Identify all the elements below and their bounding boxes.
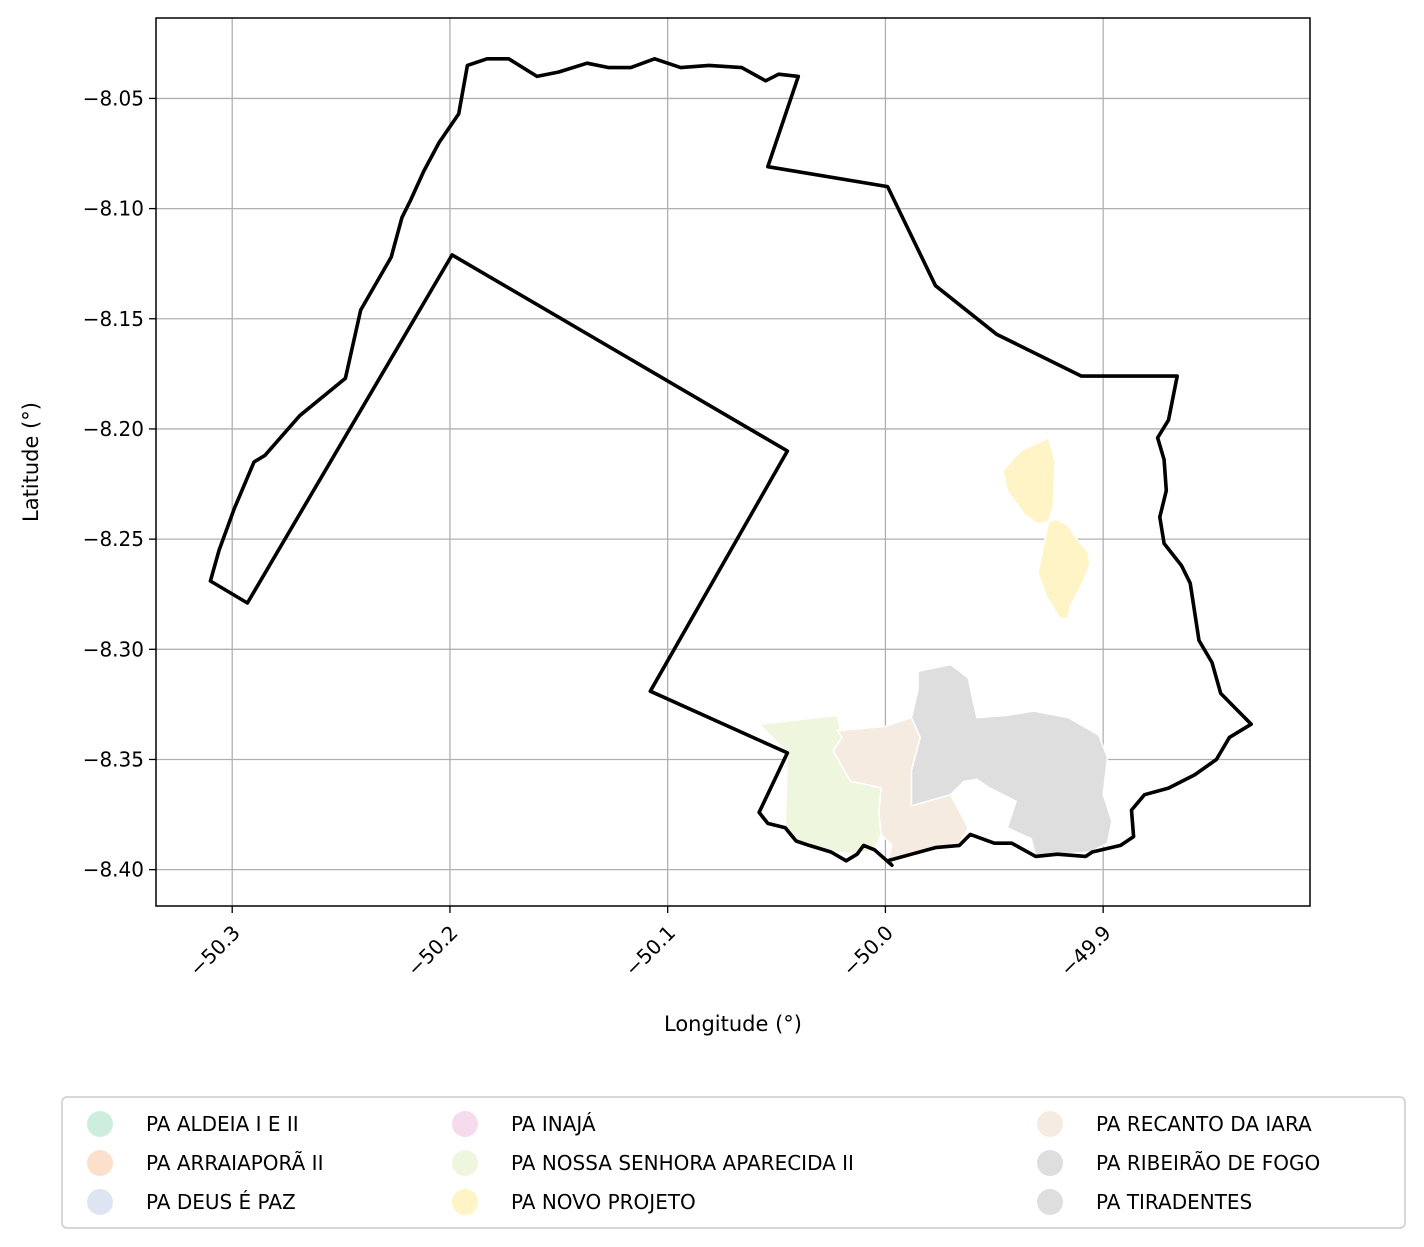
y-tick-label: −8.25 [83, 527, 144, 551]
plot-area [155, 17, 1311, 907]
x-tick-label: −49.9 [1055, 921, 1115, 981]
legend-swatch [1037, 1150, 1063, 1176]
legend-swatch [87, 1111, 113, 1137]
legend-swatch [452, 1111, 478, 1137]
legend-label: PA DEUS É PAZ [146, 1190, 296, 1214]
legend-label: PA RECANTO DA IARA [1096, 1112, 1312, 1136]
grid [156, 18, 1310, 906]
y-tick-label: −8.30 [83, 637, 144, 661]
y-tick-label: −8.10 [83, 197, 144, 221]
region-polygons [757, 436, 1113, 862]
municipality-boundary [208, 57, 1253, 867]
legend-entries: PA ALDEIA I E II PA ARRAIAPORÃ II PA DEUS … [87, 1111, 1320, 1215]
y-tick-label: −8.20 [83, 417, 144, 441]
legend-frame [61, 1096, 1406, 1229]
axes-frame [155, 17, 1311, 907]
legend-label: PA ARRAIAPORÃ II [146, 1151, 323, 1175]
x-tick-label: −50.0 [838, 921, 898, 981]
y-tick-label: −8.35 [83, 747, 144, 771]
legend-swatch [1037, 1111, 1063, 1137]
region-pa-novo-projeto [1002, 436, 1091, 620]
y-axis-label: Latitude (°) [19, 402, 43, 522]
legend-label: PA NOSSA SENHORA APARECIDA II [511, 1151, 854, 1175]
legend-label: PA ALDEIA I E II [146, 1112, 299, 1136]
legend-label: PA RIBEIRÃO DE FOGO [1096, 1151, 1320, 1175]
y-tick-label: −8.40 [83, 858, 144, 882]
x-tick-label: −50.3 [184, 921, 244, 981]
y-tick-label: −8.05 [83, 86, 144, 110]
legend: PA ALDEIA I E II PA ARRAIAPORÃ II PA DEUS … [61, 1096, 1406, 1229]
legend-swatch [1037, 1189, 1063, 1215]
legend-swatch [87, 1150, 113, 1176]
x-axis-label: Longitude (°) [664, 1012, 802, 1036]
legend-swatch [452, 1189, 478, 1215]
legend-label: PA TIRADENTES [1096, 1190, 1252, 1214]
y-axis-ticks: −8.05 −8.10 −8.15 −8.20 −8.25 −8.30 −8.35 −8.40 [83, 86, 156, 882]
legend-label: PA NOVO PROJETO [511, 1190, 696, 1214]
legend-swatch [87, 1189, 113, 1215]
x-axis-ticks: −50.3 −50.2 −50.1 −50.0 −49.9 [184, 906, 1116, 981]
y-tick-label: −8.15 [83, 307, 144, 331]
legend-swatch [452, 1150, 478, 1176]
x-tick-label: −50.2 [402, 921, 462, 981]
legend-label: PA INAJÁ [511, 1112, 596, 1136]
x-tick-label: −50.1 [620, 921, 680, 981]
